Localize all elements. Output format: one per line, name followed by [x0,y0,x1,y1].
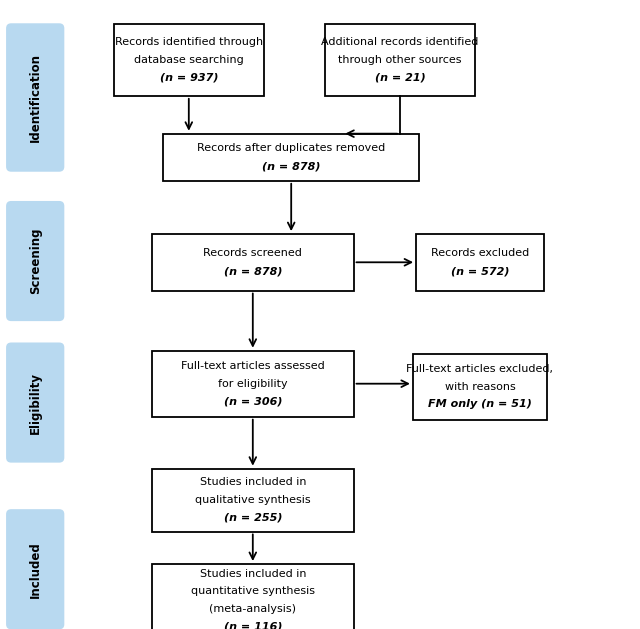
FancyBboxPatch shape [6,23,65,172]
Text: with reasons: with reasons [445,382,515,392]
Text: (n = 21): (n = 21) [374,72,426,82]
Bar [413,353,547,420]
Text: (n = 878): (n = 878) [223,266,282,276]
Text: (n = 572): (n = 572) [451,266,509,276]
Text: Records screened: Records screened [204,248,302,259]
Text: (n = 937): (n = 937) [159,72,218,82]
Bar [114,23,264,96]
Text: Eligibility: Eligibility [29,372,42,433]
Text: (n = 255): (n = 255) [223,513,282,523]
Text: Screening: Screening [29,228,42,294]
Bar [325,23,476,96]
Text: Identification: Identification [29,53,42,142]
Bar [416,234,544,291]
FancyBboxPatch shape [6,509,65,629]
Text: Additional records identified: Additional records identified [321,37,479,47]
Text: Studies included in: Studies included in [200,477,306,487]
Text: (n = 306): (n = 306) [223,396,282,406]
Text: Records after duplicates removed: Records after duplicates removed [197,143,385,153]
FancyBboxPatch shape [6,342,65,463]
Text: (n = 116): (n = 116) [223,621,282,629]
Bar [152,351,353,416]
Text: quantitative synthesis: quantitative synthesis [191,586,315,596]
Text: (n = 878): (n = 878) [262,161,321,171]
Text: Studies included in: Studies included in [200,569,306,579]
Text: FM only (n = 51): FM only (n = 51) [428,399,532,409]
Text: through other sources: through other sources [339,55,461,65]
Text: database searching: database searching [134,55,244,65]
Text: Full-text articles excluded,: Full-text articles excluded, [406,364,554,374]
Bar [152,469,353,532]
Bar [152,564,353,629]
Bar [152,234,353,291]
FancyBboxPatch shape [6,201,65,321]
Text: Included: Included [29,541,42,598]
Text: Full-text articles assessed: Full-text articles assessed [181,361,324,371]
Text: Records excluded: Records excluded [431,248,529,259]
Text: (meta-analysis): (meta-analysis) [209,604,296,614]
Bar [163,134,419,181]
Text: for eligibility: for eligibility [218,379,287,389]
Text: qualitative synthesis: qualitative synthesis [195,495,310,505]
Text: Records identified through: Records identified through [115,37,263,47]
